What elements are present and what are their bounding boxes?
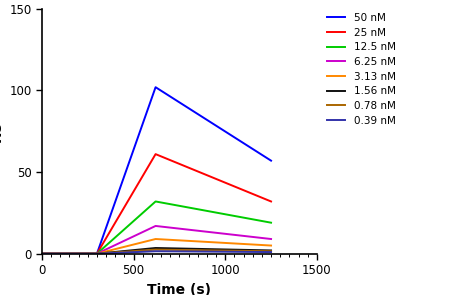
1.56 nM xyxy=(268,249,274,252)
0.39 nM xyxy=(39,252,45,255)
6.25 nM xyxy=(39,252,45,255)
Line: 6.25 nM: 6.25 nM xyxy=(42,226,271,254)
0.39 nM xyxy=(94,252,100,255)
Line: 0.39 nM: 0.39 nM xyxy=(42,251,271,254)
6.25 nM xyxy=(94,252,100,255)
1.56 nM xyxy=(94,252,100,255)
Line: 1.56 nM: 1.56 nM xyxy=(42,248,271,254)
1.56 nM xyxy=(39,252,45,255)
25 nM xyxy=(268,200,274,203)
50 nM xyxy=(39,252,45,255)
6.25 nM xyxy=(153,224,158,228)
12.5 nM xyxy=(268,221,274,224)
12.5 nM xyxy=(94,252,100,255)
25 nM xyxy=(39,252,45,255)
Line: 50 nM: 50 nM xyxy=(42,87,271,254)
0.78 nM xyxy=(39,252,45,255)
6.25 nM xyxy=(268,237,274,241)
0.78 nM xyxy=(94,252,100,255)
3.13 nM xyxy=(94,252,100,255)
0.78 nM xyxy=(268,250,274,253)
Y-axis label: RU: RU xyxy=(0,120,4,142)
3.13 nM xyxy=(153,237,158,241)
Line: 12.5 nM: 12.5 nM xyxy=(42,201,271,254)
Line: 0.78 nM: 0.78 nM xyxy=(42,250,271,254)
0.39 nM xyxy=(153,250,158,253)
Line: 25 nM: 25 nM xyxy=(42,154,271,254)
0.78 nM xyxy=(153,248,158,251)
3.13 nM xyxy=(268,244,274,247)
12.5 nM xyxy=(39,252,45,255)
25 nM xyxy=(94,252,100,255)
50 nM xyxy=(153,86,158,89)
Line: 3.13 nM: 3.13 nM xyxy=(42,239,271,254)
50 nM xyxy=(268,159,274,163)
25 nM xyxy=(153,152,158,156)
1.56 nM xyxy=(153,246,158,250)
Legend: 50 nM, 25 nM, 12.5 nM, 6.25 nM, 3.13 nM, 1.56 nM, 0.78 nM, 0.39 nM: 50 nM, 25 nM, 12.5 nM, 6.25 nM, 3.13 nM,… xyxy=(322,9,400,130)
12.5 nM xyxy=(153,200,158,203)
X-axis label: Time (s): Time (s) xyxy=(147,283,212,295)
0.39 nM xyxy=(268,250,274,254)
50 nM xyxy=(94,252,100,255)
3.13 nM xyxy=(39,252,45,255)
